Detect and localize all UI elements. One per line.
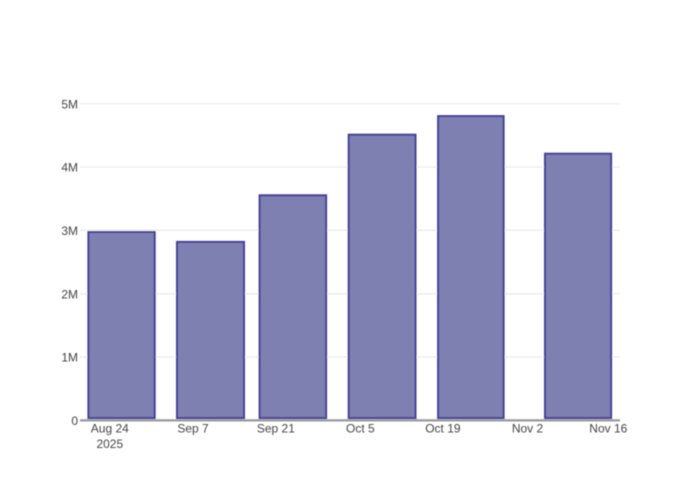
svg-text:3M: 3M — [61, 224, 78, 238]
svg-text:2M: 2M — [61, 287, 78, 301]
svg-text:4M: 4M — [61, 161, 78, 175]
svg-text:Oct 19: Oct 19 — [425, 422, 461, 436]
svg-text:0: 0 — [71, 414, 78, 428]
svg-text:Nov 2: Nov 2 — [512, 422, 544, 436]
svg-text:Sep 7: Sep 7 — [177, 422, 209, 436]
svg-text:Sep 21: Sep 21 — [257, 422, 295, 436]
svg-text:Oct 5: Oct 5 — [346, 422, 375, 436]
svg-text:1M: 1M — [61, 351, 78, 365]
svg-text:Nov 16: Nov 16 — [589, 422, 627, 436]
svg-text:5M: 5M — [61, 97, 78, 111]
svg-text:2025: 2025 — [96, 437, 123, 451]
svg-text:Aug 24: Aug 24 — [91, 422, 129, 436]
